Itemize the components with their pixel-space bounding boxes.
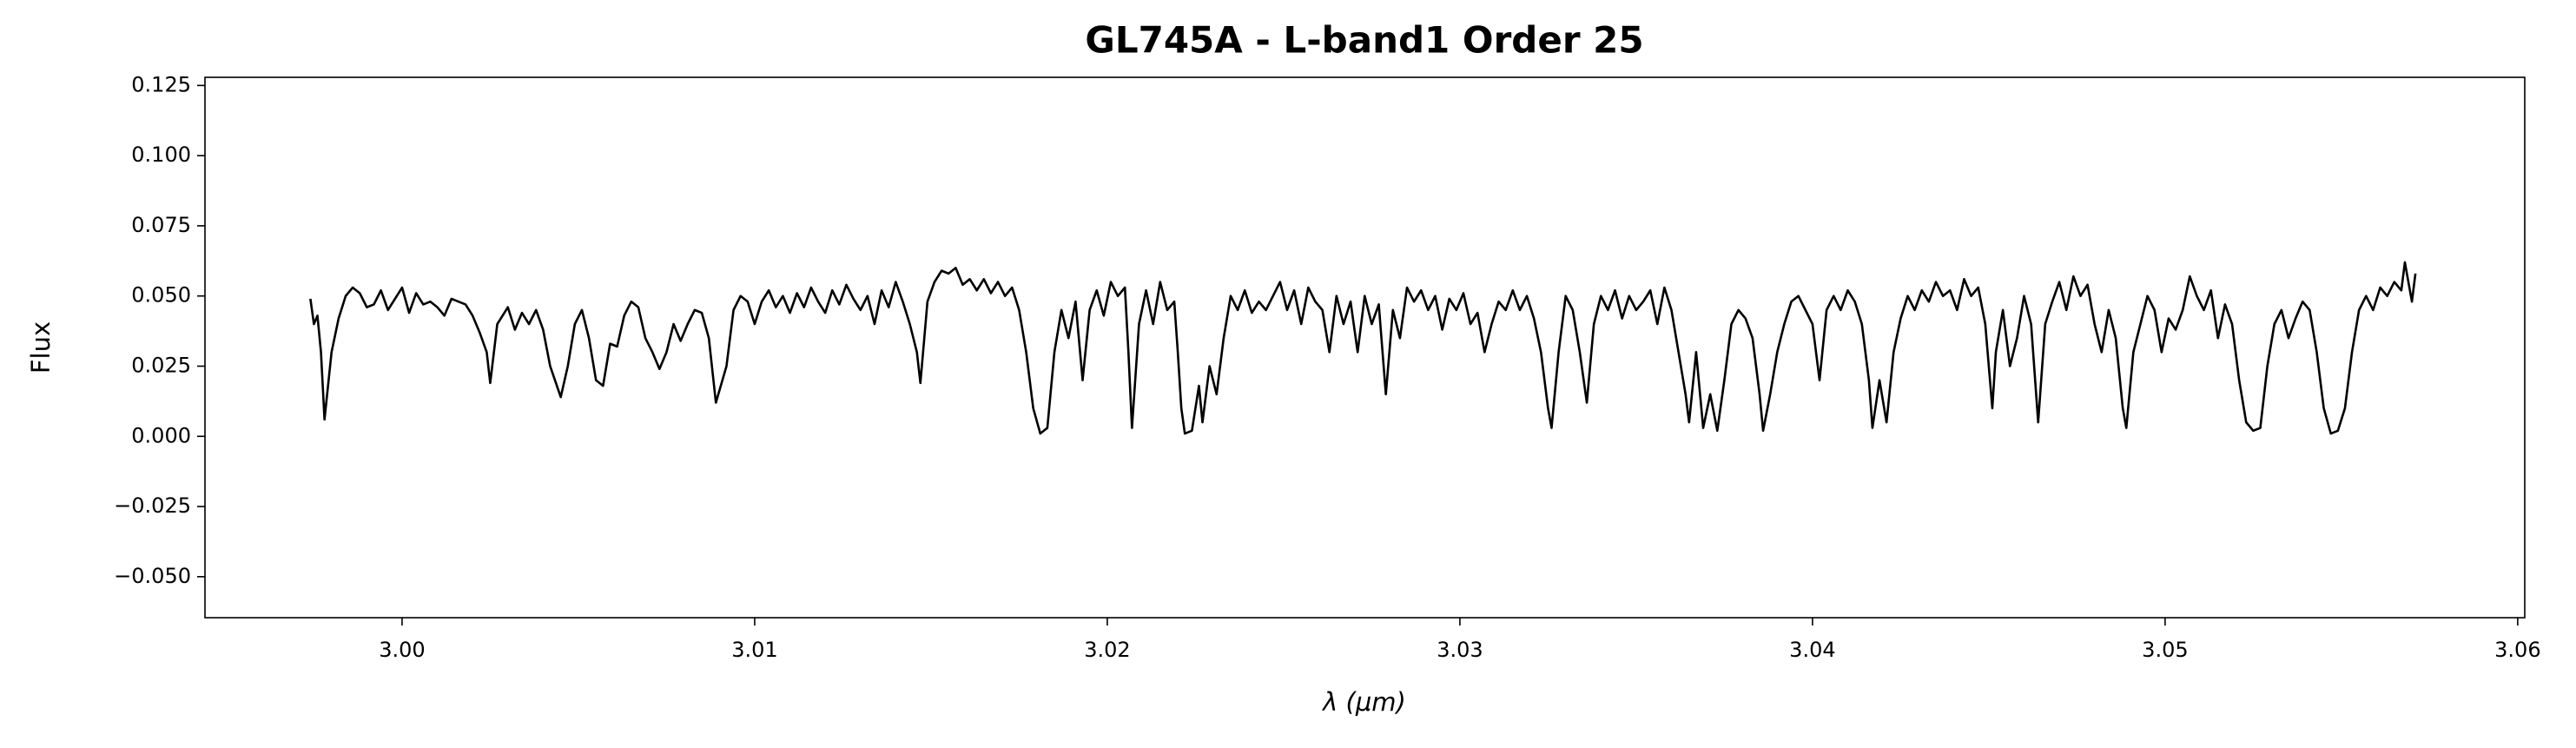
y-tick-label: 0.100	[131, 142, 191, 167]
y-tick-label: 0.075	[131, 213, 191, 237]
spectrum-line	[309, 261, 2417, 435]
y-tick-label: −0.050	[114, 564, 191, 588]
x-tick-label: 3.00	[379, 638, 425, 662]
x-tick-label: 3.04	[1789, 638, 1835, 662]
y-tick-label: 0.125	[131, 72, 191, 96]
plot-frame	[204, 76, 2526, 619]
y-tick-label: −0.025	[114, 493, 191, 518]
y-tick-label: 0.050	[131, 283, 191, 308]
x-tick-label: 3.02	[1084, 638, 1130, 662]
y-tick-label: 0.000	[131, 423, 191, 447]
chart-title: GL745A - L-band1 Order 25	[1085, 19, 1643, 62]
x-tick-label: 3.05	[2142, 638, 2188, 662]
x-axis-label: λ (μm)	[1321, 687, 1406, 717]
y-tick-label: 0.025	[131, 353, 191, 377]
x-tick-label: 3.03	[1437, 638, 1483, 662]
y-axis-label: Flux	[26, 321, 56, 374]
x-tick-label: 3.06	[2494, 638, 2540, 662]
x-tick-label: 3.01	[731, 638, 777, 662]
